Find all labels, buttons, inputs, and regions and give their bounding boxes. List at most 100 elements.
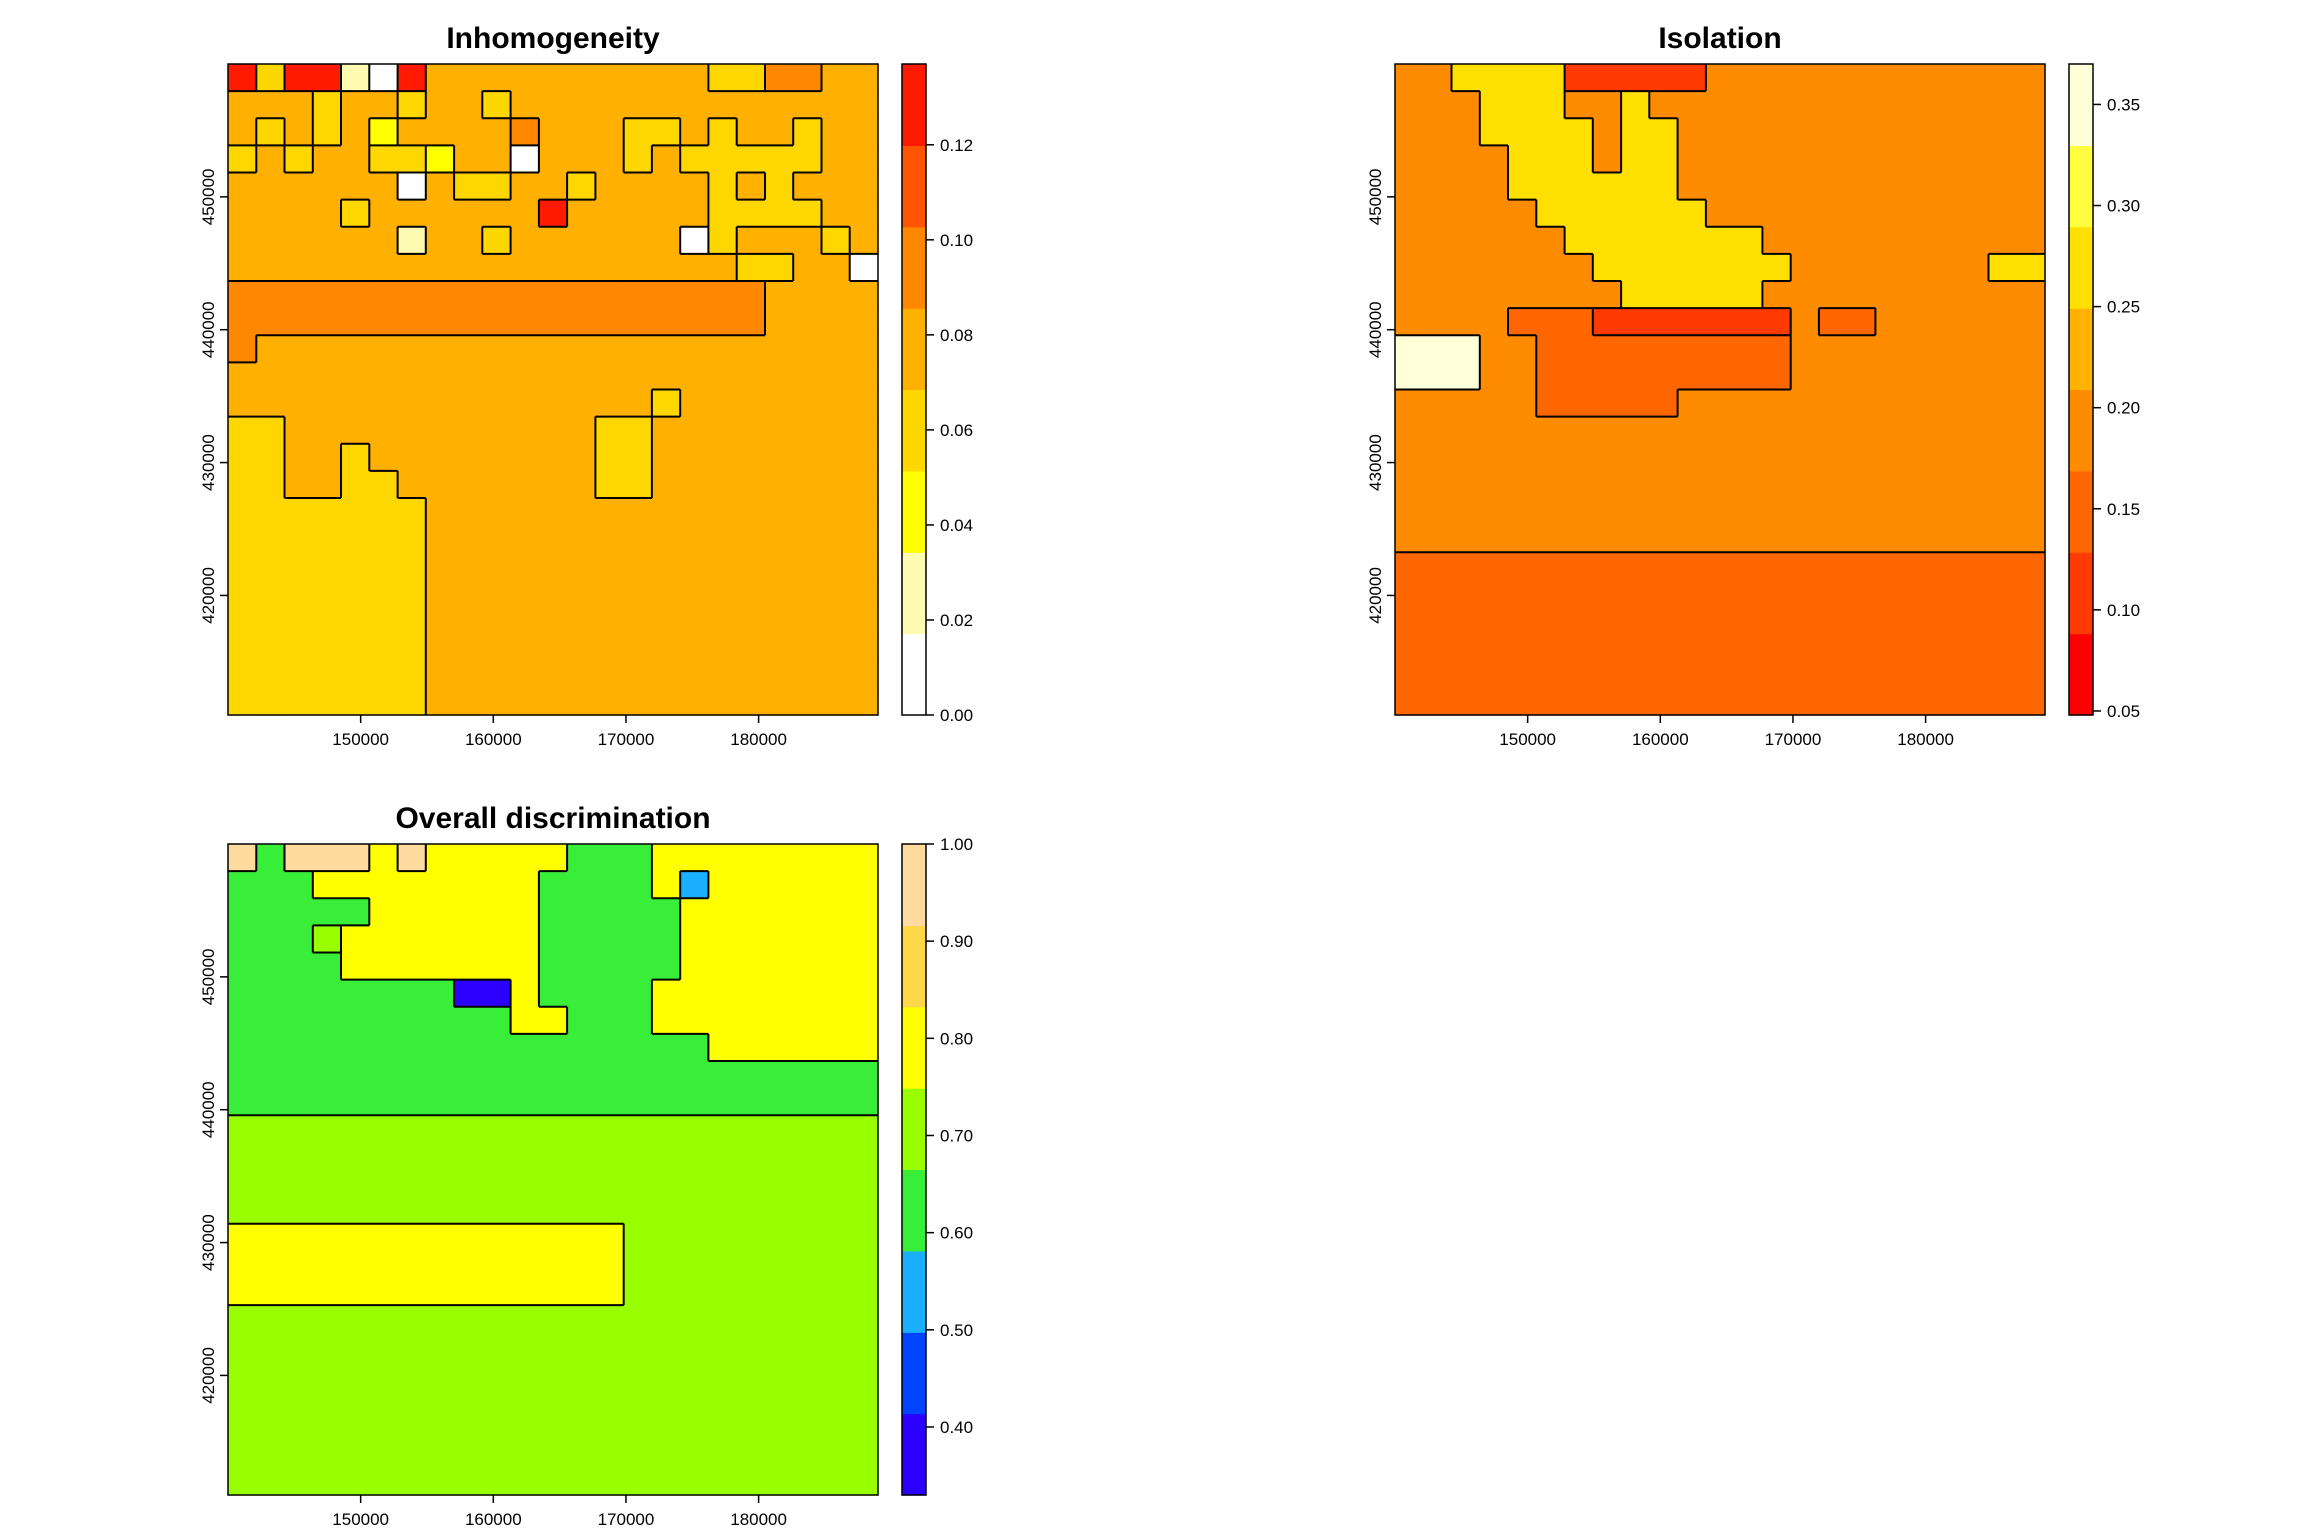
map-cell bbox=[369, 1223, 399, 1252]
map-cell bbox=[369, 64, 399, 92]
map-cell bbox=[623, 91, 653, 119]
map-cell bbox=[1790, 633, 1820, 662]
map-cell bbox=[1564, 470, 1594, 499]
map-cell bbox=[397, 1006, 427, 1035]
map-cell bbox=[623, 525, 653, 553]
map-cell bbox=[228, 362, 257, 391]
map-cell bbox=[538, 1467, 568, 1496]
map-cell bbox=[1734, 470, 1763, 499]
map-cell bbox=[764, 579, 794, 608]
map-cell bbox=[397, 1061, 427, 1089]
map-cell bbox=[1875, 172, 1905, 201]
map-cell bbox=[256, 1467, 286, 1496]
map-cell bbox=[708, 199, 738, 228]
map-cell bbox=[736, 172, 766, 201]
map-cell bbox=[510, 1142, 540, 1171]
map-cell bbox=[1875, 660, 1905, 689]
map-cell bbox=[1847, 389, 1877, 418]
map-cell bbox=[1903, 443, 1933, 472]
map-cell bbox=[425, 253, 455, 282]
map-cell bbox=[312, 871, 342, 899]
map-cell bbox=[623, 470, 653, 499]
map-cell bbox=[538, 1250, 568, 1279]
map-cell bbox=[1649, 145, 1679, 174]
colorbar-tick-label: 0.35 bbox=[2107, 95, 2140, 114]
map-cell bbox=[228, 498, 257, 526]
map-cell bbox=[425, 1386, 455, 1415]
map-cell bbox=[454, 389, 483, 418]
map-cell bbox=[1508, 443, 1537, 472]
map-cell bbox=[793, 952, 823, 981]
map-cell bbox=[312, 1196, 342, 1225]
map-cell bbox=[680, 1305, 710, 1333]
map-cell bbox=[680, 871, 710, 899]
colorbar-segment bbox=[902, 633, 926, 716]
map-cell bbox=[680, 335, 710, 363]
map-cell bbox=[369, 898, 399, 926]
map-cell bbox=[651, 498, 681, 526]
map-cell bbox=[1875, 362, 1905, 391]
map-cell bbox=[1592, 253, 1622, 282]
map-cell bbox=[1451, 118, 1481, 146]
map-cell bbox=[1762, 226, 1792, 255]
map-cell bbox=[793, 552, 823, 580]
panel-title-overall-discrimination: Overall discrimination bbox=[395, 802, 710, 835]
map-cell bbox=[764, 1467, 794, 1496]
map-cell bbox=[1395, 118, 1424, 146]
map-cell bbox=[2016, 687, 2046, 716]
map-cell bbox=[2016, 226, 2046, 255]
axes-isolation: 150000 160000 170000 1800004200004300004400… bbox=[1366, 168, 1954, 749]
map-cell bbox=[454, 1467, 483, 1496]
map-cell bbox=[425, 1088, 455, 1116]
map-cell bbox=[1790, 498, 1820, 526]
map-cell bbox=[341, 172, 370, 201]
map-cell bbox=[708, 1359, 738, 1388]
map-cell bbox=[1564, 226, 1594, 255]
map-cell bbox=[793, 1142, 823, 1171]
map-cell bbox=[425, 172, 455, 201]
map-cell bbox=[680, 1332, 710, 1360]
map-cell bbox=[1734, 145, 1763, 174]
map-cell bbox=[1762, 199, 1792, 228]
map-cell bbox=[1564, 687, 1594, 716]
map-cell bbox=[369, 1061, 399, 1089]
map-cell bbox=[1677, 91, 1707, 119]
map-cell bbox=[1479, 362, 1509, 391]
map-cell bbox=[793, 1223, 823, 1252]
map-cell bbox=[510, 1223, 540, 1252]
map-cell bbox=[821, 281, 851, 309]
map-cell bbox=[425, 118, 455, 146]
map-cell bbox=[1875, 91, 1905, 119]
map-cell bbox=[793, 525, 823, 553]
map-cell bbox=[1931, 470, 1961, 499]
map-cell bbox=[284, 1006, 314, 1035]
map-cell bbox=[482, 470, 512, 499]
map-cell bbox=[623, 1169, 653, 1198]
map-cell bbox=[651, 579, 681, 608]
map-cell bbox=[1903, 199, 1933, 228]
map-cell bbox=[425, 898, 455, 926]
map-cell bbox=[1903, 362, 1933, 391]
map-cell bbox=[708, 1169, 738, 1198]
map-cell bbox=[1903, 579, 1933, 608]
map-cell bbox=[425, 1061, 455, 1089]
map-cell bbox=[2016, 579, 2046, 608]
map-cell bbox=[228, 1142, 257, 1171]
map-cell bbox=[1790, 335, 1820, 363]
map-cell bbox=[341, 979, 370, 1008]
map-cell bbox=[510, 1006, 540, 1035]
map-cell bbox=[482, 1196, 512, 1225]
map-cell bbox=[680, 525, 710, 553]
map-cell bbox=[651, 1169, 681, 1198]
map-cell bbox=[1931, 606, 1961, 635]
map-cell bbox=[1790, 525, 1820, 553]
map-cell bbox=[1875, 199, 1905, 228]
map-cell bbox=[397, 308, 427, 336]
x-tick-label: 180000 bbox=[1897, 730, 1954, 749]
map-cell bbox=[623, 389, 653, 418]
map-cell bbox=[482, 1278, 512, 1306]
map-cell bbox=[341, 1006, 370, 1035]
map-cell bbox=[1903, 281, 1933, 309]
map-cell bbox=[623, 1142, 653, 1171]
map-cell bbox=[397, 1440, 427, 1469]
